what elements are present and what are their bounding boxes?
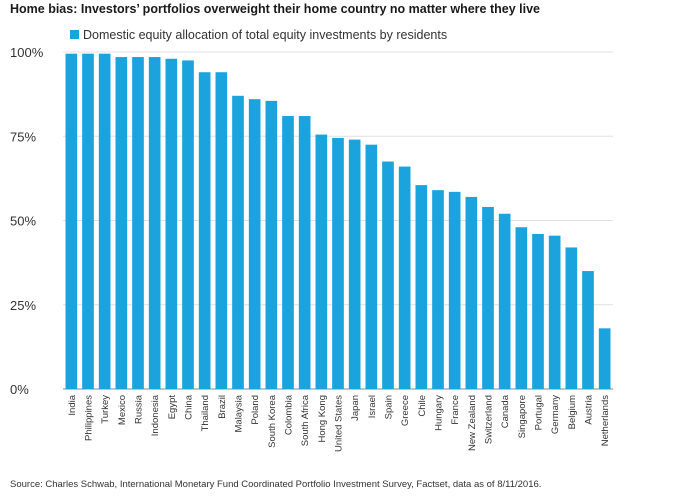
bar bbox=[265, 100, 278, 390]
x-tick-label: United States bbox=[334, 395, 345, 452]
bar bbox=[448, 191, 461, 389]
x-tick-label: Philippines bbox=[84, 395, 95, 441]
x-tick-label: Netherlands bbox=[600, 395, 611, 446]
x-tick-label: Switzerland bbox=[484, 395, 495, 444]
bar bbox=[248, 99, 261, 390]
x-tick-label: India bbox=[67, 394, 78, 415]
bar bbox=[315, 134, 328, 389]
x-tick-label: Thailand bbox=[200, 395, 211, 431]
bar bbox=[148, 57, 161, 390]
x-tick-label: Turkey bbox=[100, 395, 111, 424]
x-tick-label: Germany bbox=[550, 395, 561, 434]
x-tick-label: Japan bbox=[350, 395, 361, 421]
x-tick-label: Brazil bbox=[217, 395, 228, 419]
bar bbox=[398, 166, 411, 389]
x-tick-label: Spain bbox=[384, 395, 395, 419]
bar bbox=[332, 137, 344, 389]
bar bbox=[465, 196, 478, 389]
bar bbox=[348, 139, 361, 389]
y-tick-label: 0% bbox=[10, 382, 29, 397]
x-tick-label: South Africa bbox=[300, 394, 311, 446]
y-tick-label: 50% bbox=[10, 214, 36, 229]
chart-title: Home bias: Investors’ portfolios overwei… bbox=[10, 2, 540, 16]
bar bbox=[65, 53, 78, 390]
bar bbox=[165, 58, 178, 390]
x-tick-label: New Zealand bbox=[467, 395, 478, 451]
bar bbox=[132, 57, 144, 390]
x-tick-label: Israel bbox=[367, 395, 378, 418]
legend-swatch bbox=[70, 30, 79, 39]
x-tick-label: Greece bbox=[400, 395, 411, 426]
x-tick-label: Belgium bbox=[567, 395, 578, 429]
x-tick-label: Egypt bbox=[167, 395, 178, 420]
x-tick-label: Malaysia bbox=[234, 394, 245, 432]
x-tick-label: Canada bbox=[500, 394, 511, 428]
bar bbox=[515, 227, 528, 389]
bar bbox=[98, 53, 111, 390]
bar bbox=[498, 213, 511, 389]
bar bbox=[598, 328, 611, 389]
x-tick-label: Poland bbox=[250, 395, 261, 425]
bar bbox=[182, 60, 194, 390]
legend-label: Domestic equity allocation of total equi… bbox=[83, 28, 447, 42]
x-tick-label: Colombia bbox=[284, 394, 295, 435]
bar bbox=[382, 161, 394, 389]
x-tick-label: Russia bbox=[134, 394, 145, 424]
bar bbox=[298, 116, 311, 389]
bar bbox=[565, 247, 578, 389]
y-tick-label: 100% bbox=[10, 45, 44, 60]
x-tick-label: Hungary bbox=[434, 395, 445, 431]
x-tick-label: Mexico bbox=[117, 395, 128, 425]
y-tick-label: 25% bbox=[10, 298, 36, 313]
bar bbox=[365, 144, 378, 389]
bar bbox=[115, 57, 128, 390]
bar bbox=[232, 95, 244, 389]
source-note: Source: Charles Schwab, International Mo… bbox=[10, 479, 542, 490]
x-tick-label: Chile bbox=[417, 395, 428, 417]
x-tick-label: Austria bbox=[584, 394, 595, 424]
bar bbox=[215, 72, 228, 389]
x-tick-label: Portugal bbox=[534, 395, 545, 430]
bar bbox=[432, 190, 444, 389]
y-tick-label: 75% bbox=[10, 129, 36, 144]
bar bbox=[482, 207, 494, 389]
bar bbox=[82, 53, 94, 390]
bar bbox=[282, 116, 294, 389]
bar bbox=[582, 271, 594, 389]
x-tick-label: Singapore bbox=[517, 395, 528, 438]
bar bbox=[198, 72, 211, 389]
bar bbox=[532, 233, 544, 389]
bar bbox=[415, 185, 428, 389]
x-tick-label: South Korea bbox=[267, 394, 278, 448]
x-tick-label: China bbox=[184, 394, 195, 420]
bar-chart: 0% 25% 50% 75% 100% Domestic equity allocatio… bbox=[10, 28, 613, 452]
x-tick-label: Indonesia bbox=[150, 394, 161, 436]
bar bbox=[548, 235, 561, 389]
x-tick-label: France bbox=[450, 395, 461, 425]
x-tick-label: Hong Kong bbox=[317, 395, 328, 443]
